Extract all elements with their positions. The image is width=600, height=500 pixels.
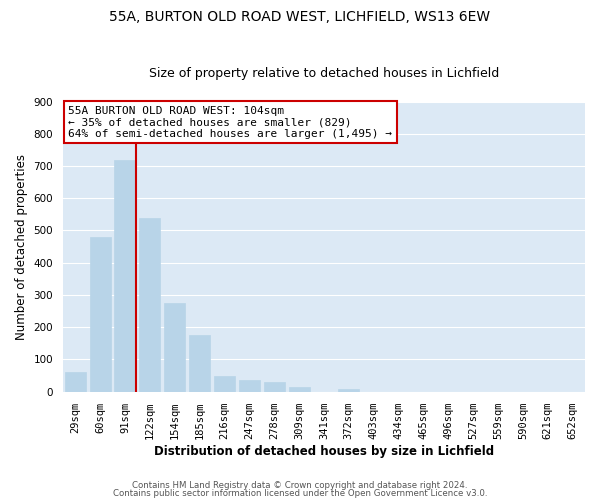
Bar [289, 387, 310, 392]
Text: 55A, BURTON OLD ROAD WEST, LICHFIELD, WS13 6EW: 55A, BURTON OLD ROAD WEST, LICHFIELD, WS… [109, 10, 491, 24]
Bar [189, 336, 210, 392]
Bar [164, 303, 185, 392]
Bar [214, 376, 235, 392]
Bar [263, 382, 285, 392]
Text: Contains public sector information licensed under the Open Government Licence v3: Contains public sector information licen… [113, 488, 487, 498]
X-axis label: Distribution of detached houses by size in Lichfield: Distribution of detached houses by size … [154, 444, 494, 458]
Bar [338, 389, 359, 392]
Bar [115, 160, 136, 392]
Bar [89, 237, 111, 392]
Bar [139, 218, 160, 392]
Y-axis label: Number of detached properties: Number of detached properties [15, 154, 28, 340]
Title: Size of property relative to detached houses in Lichfield: Size of property relative to detached ho… [149, 66, 499, 80]
Bar [65, 372, 86, 392]
Text: 55A BURTON OLD ROAD WEST: 104sqm
← 35% of detached houses are smaller (829)
64% : 55A BURTON OLD ROAD WEST: 104sqm ← 35% o… [68, 106, 392, 139]
Bar [239, 380, 260, 392]
Text: Contains HM Land Registry data © Crown copyright and database right 2024.: Contains HM Land Registry data © Crown c… [132, 481, 468, 490]
